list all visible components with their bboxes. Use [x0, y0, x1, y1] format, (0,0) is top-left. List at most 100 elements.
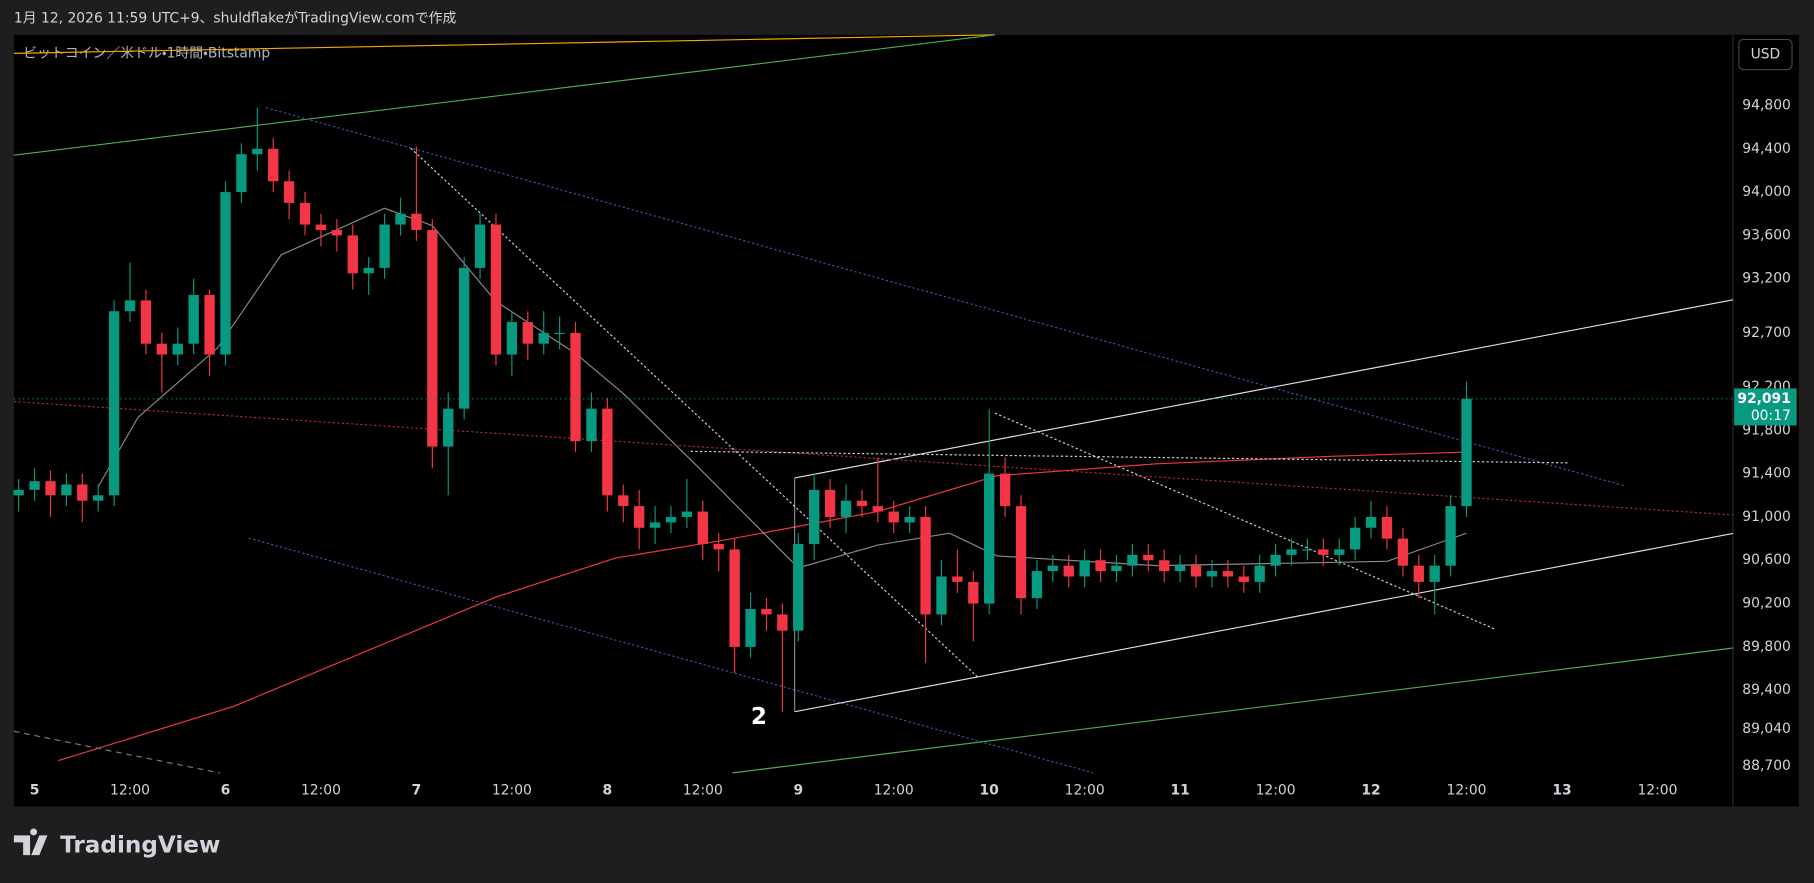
y-tick-label: 89,040 — [1742, 721, 1791, 737]
x-tick-label: 5 — [30, 782, 40, 798]
trend-line — [13, 401, 1734, 516]
candle-body — [809, 489, 820, 545]
candles — [13, 107, 1472, 712]
candle-body — [1031, 571, 1043, 599]
candle-body — [713, 544, 724, 550]
candle-body — [93, 495, 104, 501]
candle-body — [1429, 565, 1440, 582]
moving-averages — [58, 207, 1467, 762]
candle-body — [1349, 527, 1361, 550]
brand-name: TradingView — [60, 832, 220, 858]
candle-body — [1111, 565, 1122, 572]
candle-body — [1397, 538, 1409, 566]
x-tick-label: 12:00 — [492, 782, 532, 798]
candle-body — [172, 343, 183, 355]
candle-body — [856, 500, 868, 507]
currency-label[interactable]: USD — [1751, 47, 1781, 63]
candle-body — [1174, 565, 1186, 572]
candle-body — [952, 576, 963, 582]
candle-body — [586, 408, 597, 442]
y-tick-label: 94,800 — [1742, 97, 1791, 113]
candle-body — [554, 332, 565, 335]
candle-body — [618, 495, 629, 507]
candle-body — [1222, 571, 1234, 577]
y-tick-label: 88,700 — [1742, 758, 1791, 774]
moving-average — [97, 207, 1467, 569]
x-tick-label: 13 — [1552, 782, 1571, 798]
candle-body — [1047, 565, 1059, 572]
candle-body — [538, 332, 549, 344]
candle-body — [999, 473, 1011, 507]
candle-body — [77, 484, 88, 501]
trend-line — [13, 730, 220, 774]
candle-body — [840, 500, 852, 517]
candle-body — [1254, 565, 1265, 582]
x-tick-label: 7 — [412, 782, 422, 798]
y-tick-label: 91,000 — [1742, 509, 1791, 525]
x-tick-label: 12:00 — [1637, 782, 1677, 798]
trend-line — [265, 107, 1626, 487]
candle-body — [379, 224, 390, 268]
x-tick-label: 12 — [1361, 782, 1380, 798]
candle-body — [458, 267, 470, 409]
x-tick-label: 12:00 — [110, 782, 150, 798]
candle-body — [188, 294, 199, 344]
candle-body — [474, 224, 486, 268]
candle-body — [61, 484, 72, 496]
candle-body — [665, 516, 677, 523]
last-price-label: 92,091 — [1737, 391, 1791, 407]
candle-body — [490, 224, 502, 355]
candle-body — [29, 481, 40, 490]
candle-body — [363, 267, 374, 274]
candle-body — [268, 148, 279, 182]
candle-body — [824, 489, 836, 517]
y-tick-label: 93,200 — [1742, 271, 1791, 287]
trend-line — [13, 34, 995, 156]
symbol-title: ビットコイン／米ドル・1時間・Bitstamp — [23, 45, 270, 61]
candle-body — [506, 322, 518, 355]
trend-line — [994, 412, 1497, 631]
candle-body — [1159, 560, 1170, 572]
candle-body — [697, 511, 708, 545]
candle-body — [793, 544, 804, 631]
candle-body — [1190, 565, 1202, 577]
drawings — [13, 34, 1734, 774]
candle-body — [1318, 549, 1329, 555]
candle-body — [633, 506, 645, 528]
candle-body — [1095, 560, 1106, 572]
x-tick-label: 11 — [1170, 782, 1189, 798]
y-tick-label: 91,800 — [1742, 422, 1791, 438]
candle-body — [984, 473, 995, 604]
x-tick-label: 6 — [221, 782, 231, 798]
candle-body — [1143, 554, 1154, 561]
channel-line — [794, 299, 1734, 479]
candle-body — [968, 581, 979, 604]
candle-body — [299, 202, 311, 225]
candle-body — [920, 516, 931, 615]
y-tick-label: 89,800 — [1742, 639, 1791, 655]
candle-body — [602, 408, 613, 496]
y-tick-label: 91,400 — [1742, 466, 1791, 482]
candle-body — [649, 522, 661, 528]
candle-body — [156, 343, 168, 355]
candle-body — [252, 148, 263, 155]
x-tick-label: 12:00 — [1256, 782, 1296, 798]
candle-body — [108, 311, 120, 496]
candle-body — [1365, 516, 1377, 528]
horizontal-line — [690, 450, 1570, 464]
candle-body — [395, 213, 406, 225]
candle-body — [411, 213, 422, 230]
candle-body — [124, 300, 136, 312]
candle-body — [761, 608, 772, 615]
candle-body — [777, 614, 788, 631]
candle-body — [443, 408, 454, 447]
candle-body — [1302, 549, 1313, 551]
candle-body — [1270, 554, 1281, 566]
candle-body — [872, 506, 883, 512]
currency-button[interactable] — [1738, 38, 1793, 71]
candle-body — [745, 608, 756, 647]
last-price-box — [1734, 388, 1797, 426]
candle-body — [904, 516, 915, 523]
x-tick-label: 8 — [603, 782, 613, 798]
